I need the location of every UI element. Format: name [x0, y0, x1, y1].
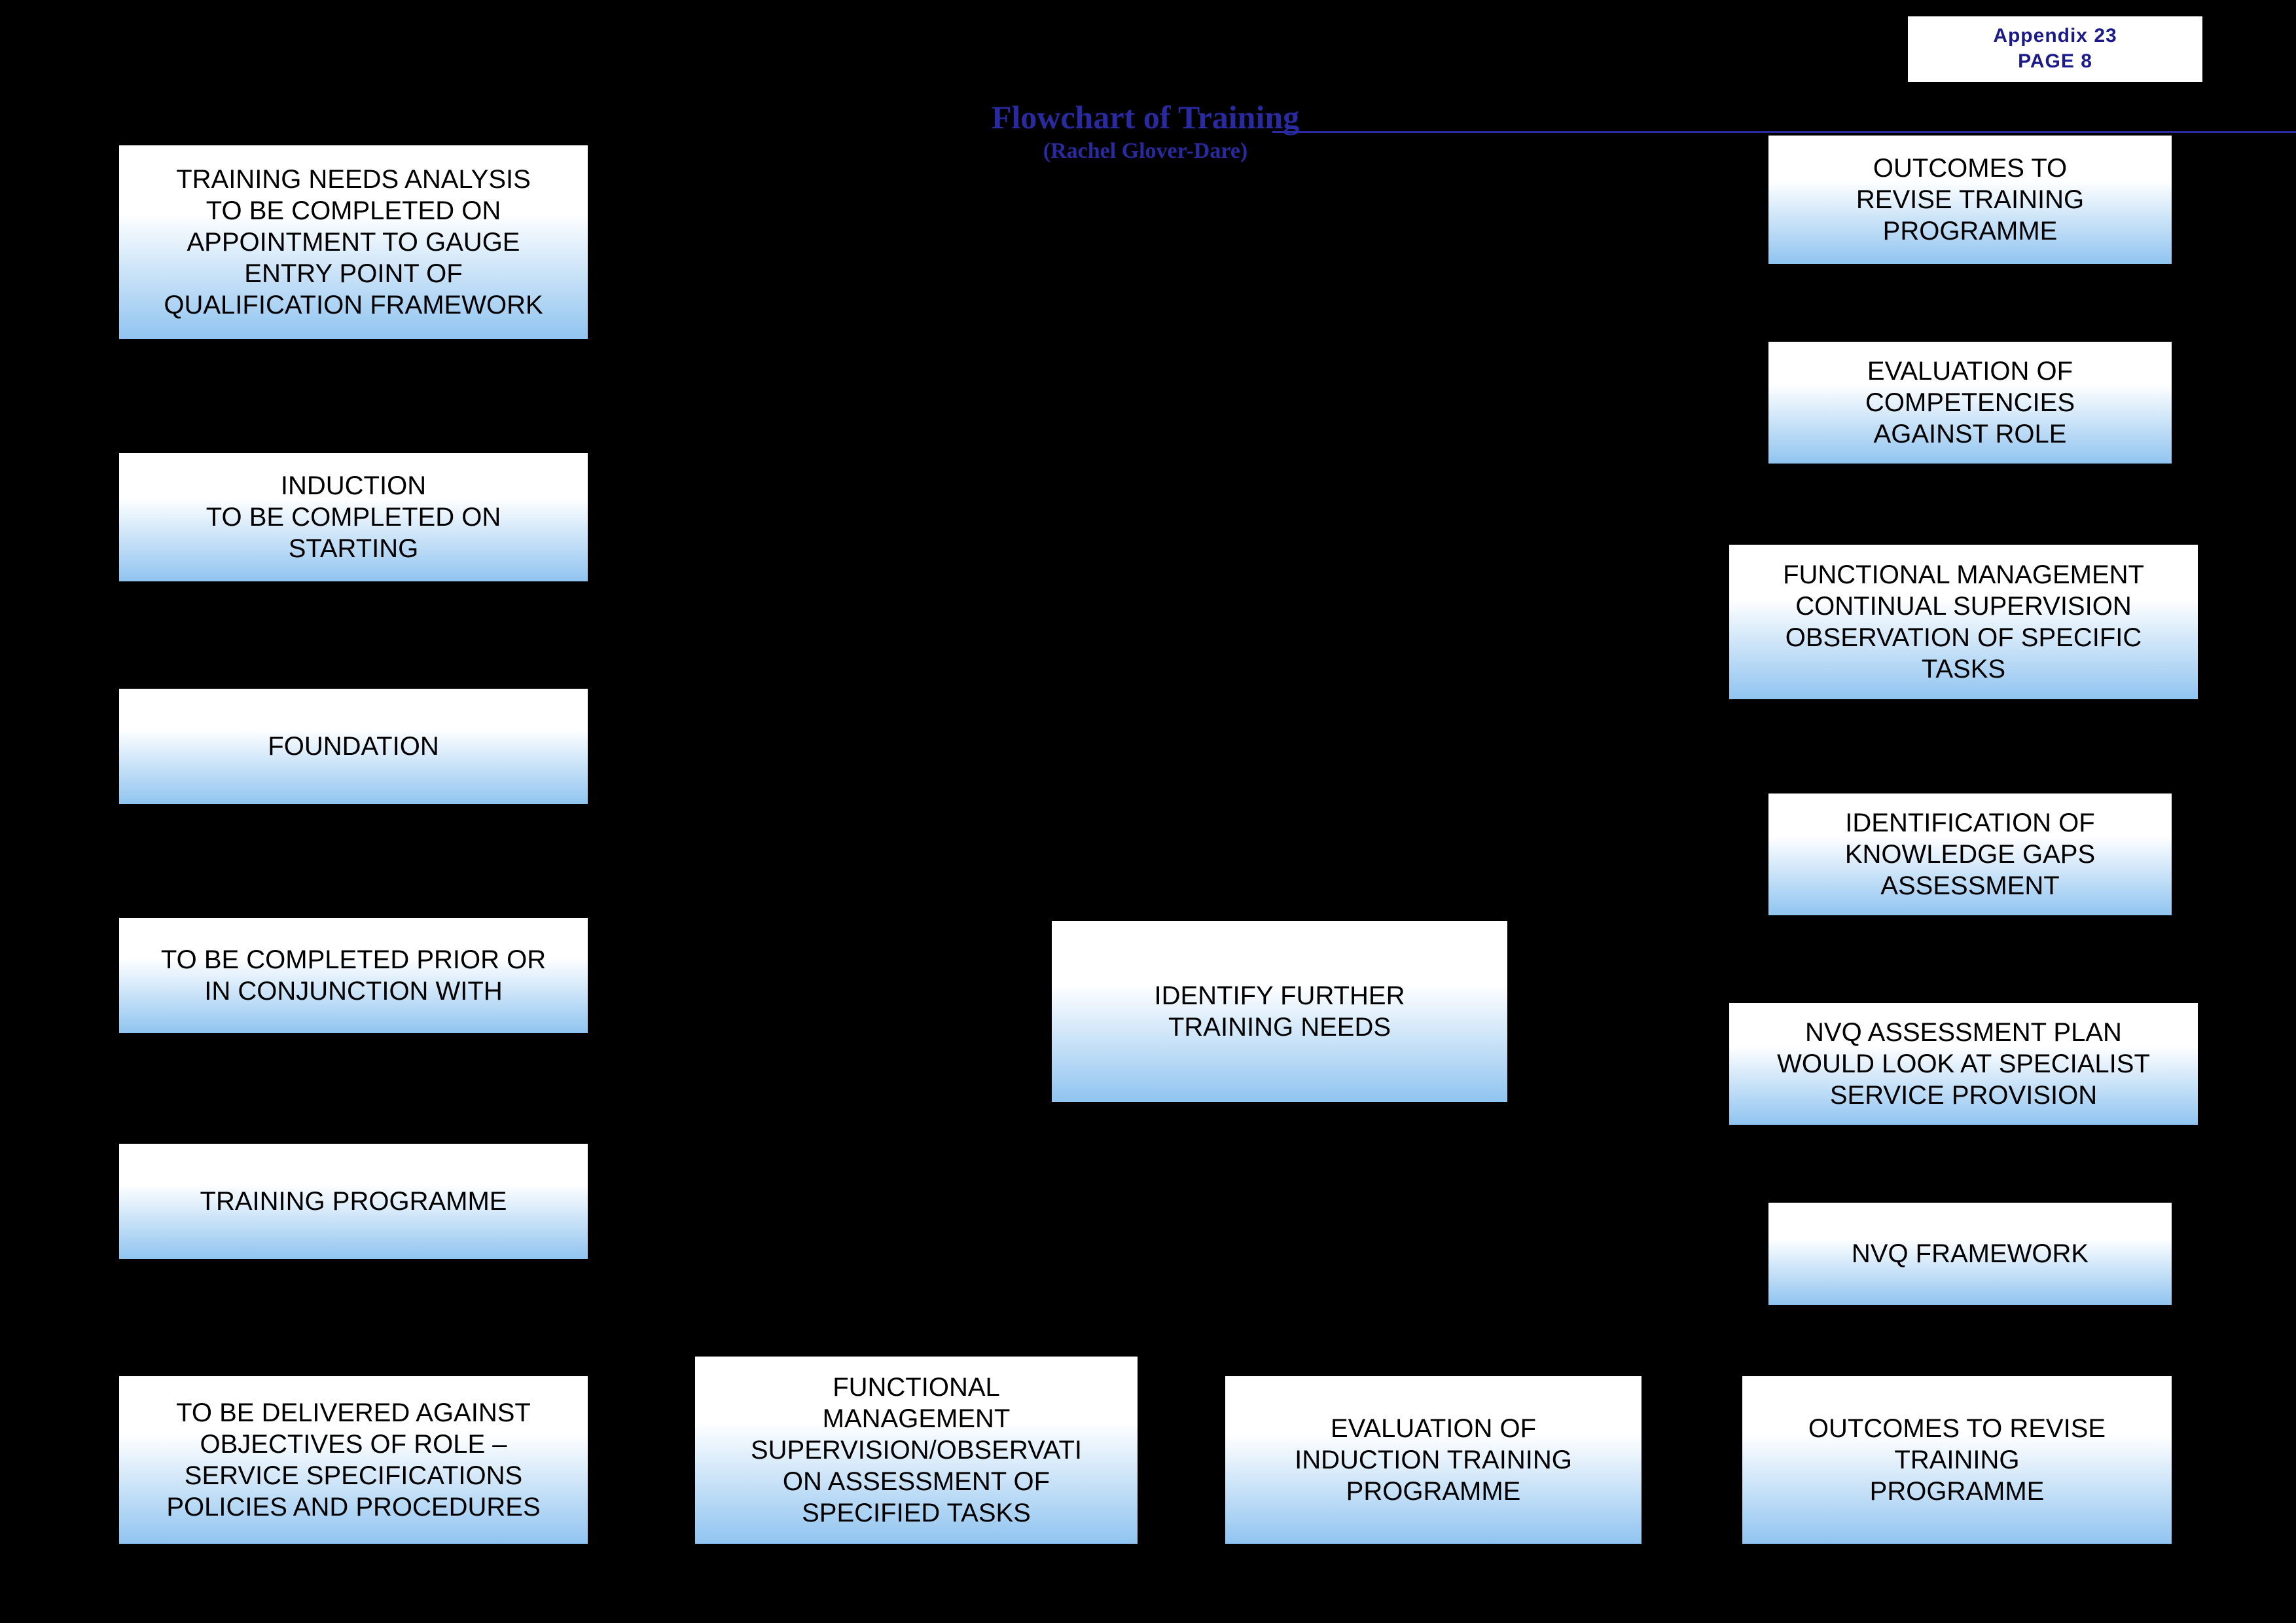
- flowchart-node-nvq-framework: NVQ FRAMEWORK: [1767, 1201, 2173, 1306]
- flowchart-node-label: IDENTIFICATION OF KNOWLEDGE GAPS ASSESSM…: [1845, 807, 2095, 902]
- page-line: PAGE 8: [1921, 48, 2189, 74]
- flowchart-node-nvq-assessment-plan: NVQ ASSESSMENT PLAN WOULD LOOK AT SPECIA…: [1728, 1002, 2199, 1126]
- appendix-line: Appendix 23: [1921, 23, 2189, 48]
- flowchart-node-evaluation-competencies: EVALUATION OF COMPETENCIES AGAINST ROLE: [1767, 340, 2173, 465]
- flowchart-node-label: TRAINING NEEDS ANALYSIS TO BE COMPLETED …: [164, 164, 543, 321]
- flowchart-node-label: OUTCOMES TO REVISE TRAINING PROGRAMME: [1808, 1413, 2106, 1507]
- title-sub: (Rachel Glover-Dare): [916, 139, 1374, 164]
- flowchart-node-outcomes-revise-bottom: OUTCOMES TO REVISE TRAINING PROGRAMME: [1741, 1375, 2173, 1545]
- flowchart-node-label: EVALUATION OF COMPETENCIES AGAINST ROLE: [1865, 356, 2075, 450]
- flowchart-node-identify-further-training: IDENTIFY FURTHER TRAINING NEEDS: [1050, 920, 1509, 1103]
- appendix-header: Appendix 23PAGE 8: [1908, 16, 2202, 82]
- flowchart-node-label: FUNCTIONAL MANAGEMENT SUPERVISION/OBSERV…: [751, 1372, 1082, 1529]
- flowchart-node-label: TO BE COMPLETED PRIOR OR IN CONJUNCTION …: [161, 944, 546, 1007]
- flowchart-node-identification-knowledge-gaps: IDENTIFICATION OF KNOWLEDGE GAPS ASSESSM…: [1767, 792, 2173, 917]
- flowchart-canvas: Appendix 23PAGE 8Flowchart of Training(R…: [0, 0, 2296, 1623]
- flowchart-node-label: FUNCTIONAL MANAGEMENT CONTINUAL SUPERVIS…: [1783, 559, 2144, 685]
- flowchart-node-functional-mgmt-continual: FUNCTIONAL MANAGEMENT CONTINUAL SUPERVIS…: [1728, 543, 2199, 701]
- flowchart-node-training-needs-analysis: TRAINING NEEDS ANALYSIS TO BE COMPLETED …: [118, 144, 589, 340]
- flowchart-node-label: IDENTIFY FURTHER TRAINING NEEDS: [1155, 980, 1405, 1043]
- flowchart-node-training-programme-left: TRAINING PROGRAMME: [118, 1142, 589, 1260]
- flowchart-node-induction: INDUCTION TO BE COMPLETED ON STARTING: [118, 452, 589, 583]
- flowchart-node-label: TO BE DELIVERED AGAINST OBJECTIVES OF RO…: [166, 1397, 540, 1523]
- flowchart-node-label: OUTCOMES TO REVISE TRAINING PROGRAMME: [1856, 153, 2084, 247]
- flowchart-node-label: NVQ FRAMEWORK: [1852, 1238, 2089, 1269]
- flowchart-node-label: NVQ ASSESSMENT PLAN WOULD LOOK AT SPECIA…: [1777, 1017, 2150, 1111]
- flowchart-node-label: INDUCTION TO BE COMPLETED ON STARTING: [206, 470, 501, 564]
- title-underline: [1272, 131, 2296, 133]
- flowchart-node-foundation: FOUNDATION: [118, 687, 589, 805]
- flowchart-node-label: FOUNDATION: [268, 731, 439, 762]
- flowchart-node-evaluation-induction: EVALUATION OF INDUCTION TRAINING PROGRAM…: [1224, 1375, 1643, 1545]
- flowchart-node-functional-mgmt-supervision-bottom: FUNCTIONAL MANAGEMENT SUPERVISION/OBSERV…: [694, 1355, 1139, 1545]
- flowchart-node-prior-or-conjunction: TO BE COMPLETED PRIOR OR IN CONJUNCTION …: [118, 917, 589, 1034]
- flowchart-node-delivered-against-objectives: TO BE DELIVERED AGAINST OBJECTIVES OF RO…: [118, 1375, 589, 1545]
- flowchart-node-label: EVALUATION OF INDUCTION TRAINING PROGRAM…: [1295, 1413, 1572, 1507]
- flowchart-node-label: TRAINING PROGRAMME: [200, 1186, 507, 1217]
- flowchart-node-outcomes-revise-top: OUTCOMES TO REVISE TRAINING PROGRAMME: [1767, 134, 2173, 265]
